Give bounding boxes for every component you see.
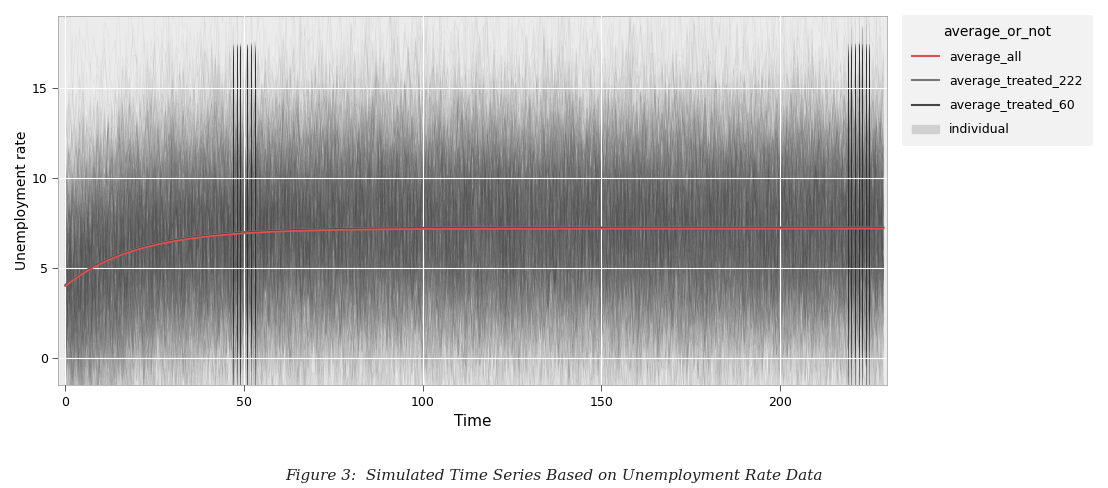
- X-axis label: Time: Time: [454, 414, 491, 429]
- Legend: average_all, average_treated_222, average_treated_60, individual: average_all, average_treated_222, averag…: [902, 15, 1092, 146]
- Text: Figure 3:  Simulated Time Series Based on Unemployment Rate Data: Figure 3: Simulated Time Series Based on…: [285, 469, 823, 483]
- Y-axis label: Unemployment rate: Unemployment rate: [16, 131, 29, 270]
